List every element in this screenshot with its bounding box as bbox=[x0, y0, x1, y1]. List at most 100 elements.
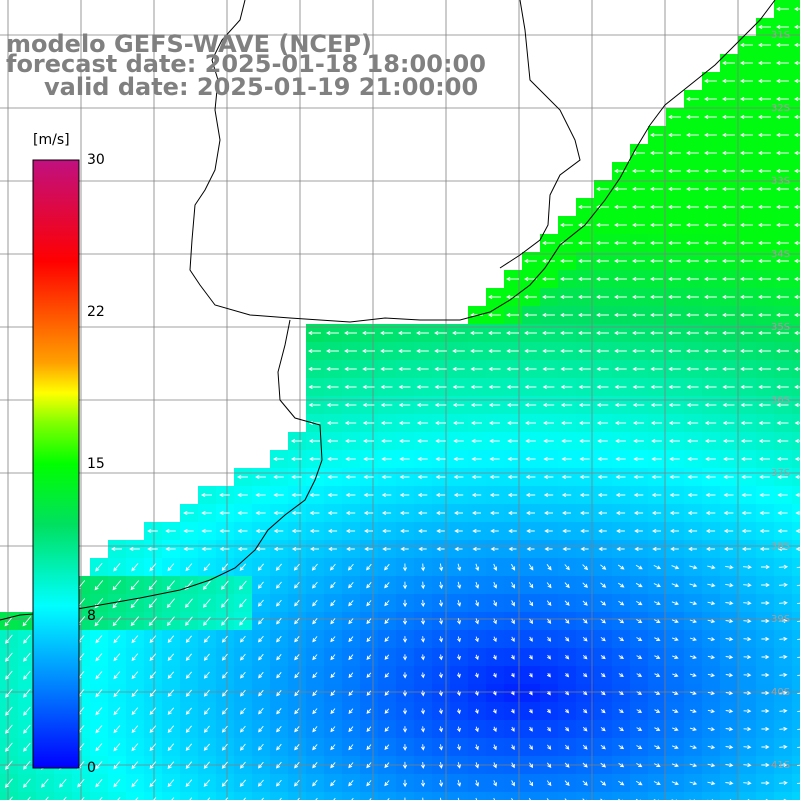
wind-vector-arrow bbox=[165, 528, 176, 534]
wind-vector-arrow bbox=[384, 690, 390, 696]
wind-vector-arrow bbox=[239, 689, 246, 697]
wind-vector-arrow bbox=[707, 583, 716, 588]
wind-vector-arrow bbox=[384, 582, 390, 589]
wind-vector-arrow bbox=[582, 744, 588, 750]
wind-vector-arrow bbox=[528, 726, 533, 732]
wind-vector-arrow bbox=[759, 546, 770, 552]
wind-vector-arrow bbox=[704, 384, 717, 390]
wind-vector-arrow bbox=[239, 761, 246, 769]
wind-vector-arrow bbox=[23, 688, 31, 698]
wind-vector-arrow bbox=[723, 456, 734, 462]
wind-vector-arrow bbox=[598, 528, 607, 534]
wind-vector-arrow bbox=[276, 690, 282, 697]
wind-speed-cell bbox=[306, 792, 324, 800]
wind-vector-arrow bbox=[488, 312, 501, 318]
wind-vector-arrow bbox=[776, 402, 789, 408]
wind-vector-arrow bbox=[5, 706, 13, 716]
wind-vector-arrow bbox=[704, 96, 717, 102]
wind-vector-arrow bbox=[672, 673, 679, 677]
wind-vector-arrow bbox=[722, 222, 735, 228]
wind-vector-arrow bbox=[687, 474, 698, 480]
wind-vector-arrow bbox=[525, 420, 536, 426]
wind-vector-arrow bbox=[600, 691, 606, 696]
wind-vector-arrow bbox=[257, 617, 264, 625]
wind-vector-arrow bbox=[650, 150, 663, 156]
wind-vector-arrow bbox=[452, 402, 465, 408]
wind-vector-arrow bbox=[743, 583, 752, 588]
wind-vector-arrow bbox=[794, 330, 800, 336]
wind-vector-arrow bbox=[564, 780, 570, 787]
wind-vector-arrow bbox=[759, 510, 770, 516]
wind-vector-arrow bbox=[687, 510, 698, 516]
wind-vector-arrow bbox=[492, 672, 497, 678]
wind-vector-arrow bbox=[797, 764, 800, 767]
wind-vector-arrow bbox=[740, 294, 753, 300]
wind-vector-arrow bbox=[366, 654, 372, 661]
wind-speed-cell bbox=[558, 792, 576, 800]
wind-vector-arrow bbox=[600, 655, 606, 660]
wind-vector-arrow bbox=[525, 492, 536, 498]
wind-vector-arrow bbox=[797, 674, 800, 677]
wind-vector-arrow bbox=[506, 276, 519, 282]
wind-vector-arrow bbox=[330, 672, 336, 679]
wind-vector-arrow bbox=[330, 581, 336, 589]
wind-vector-arrow bbox=[167, 743, 175, 752]
wind-vector-arrow bbox=[273, 492, 284, 498]
wind-vector-arrow bbox=[436, 546, 445, 552]
wind-vector-arrow bbox=[618, 709, 624, 714]
wind-vector-arrow bbox=[308, 330, 321, 336]
wind-vector-arrow bbox=[326, 366, 339, 372]
wind-vector-arrow bbox=[704, 438, 717, 444]
wind-vector-arrow bbox=[221, 761, 228, 769]
wind-vector-arrow bbox=[705, 474, 716, 480]
wind-vector-arrow bbox=[741, 528, 752, 534]
wind-vector-arrow bbox=[237, 474, 248, 480]
wind-vector-arrow bbox=[490, 546, 499, 552]
wind-vector-arrow bbox=[488, 384, 501, 390]
wind-vector-arrow bbox=[294, 654, 300, 661]
wind-vector-arrow bbox=[489, 438, 500, 444]
wind-vector-arrow bbox=[524, 258, 537, 264]
wind-vector-arrow bbox=[596, 258, 609, 264]
wind-vector-arrow bbox=[95, 562, 103, 572]
wind-vector-arrow bbox=[329, 563, 336, 571]
wind-speed-cell bbox=[576, 792, 594, 800]
wind-vector-arrow bbox=[723, 492, 734, 498]
wind-vector-arrow bbox=[797, 692, 800, 695]
wind-vector-arrow bbox=[255, 474, 266, 480]
wind-vector-arrow bbox=[651, 510, 662, 516]
wind-vector-arrow bbox=[582, 780, 588, 786]
wind-vector-arrow bbox=[326, 402, 339, 408]
wind-vector-arrow bbox=[743, 637, 752, 642]
wind-vector-arrow bbox=[740, 438, 753, 444]
wind-vector-arrow bbox=[686, 348, 699, 354]
wind-vector-arrow bbox=[579, 438, 590, 444]
wind-speed-cell bbox=[162, 792, 180, 800]
wind-vector-arrow bbox=[382, 528, 391, 534]
wind-vector-arrow bbox=[723, 474, 734, 480]
wind-vector-arrow bbox=[113, 707, 121, 716]
wind-vector-arrow bbox=[582, 726, 588, 732]
wind-vector-arrow bbox=[725, 583, 734, 588]
wind-vector-arrow bbox=[654, 745, 661, 749]
wind-vector-arrow bbox=[435, 456, 446, 462]
wind-vector-arrow bbox=[294, 708, 300, 715]
wind-vector-arrow bbox=[650, 294, 663, 300]
wind-vector-arrow bbox=[777, 510, 788, 516]
wind-vector-arrow bbox=[147, 528, 158, 534]
wind-vector-arrow bbox=[148, 580, 158, 591]
wind-vector-arrow bbox=[99, 796, 103, 800]
title-model: modelo GEFS-WAVE (NCEP) bbox=[6, 30, 372, 58]
wind-vector-arrow bbox=[131, 563, 139, 572]
wind-speed-cell bbox=[630, 792, 648, 800]
wind-vector-arrow bbox=[704, 276, 717, 282]
wind-speed-cell bbox=[720, 792, 738, 800]
wind-vector-arrow bbox=[201, 510, 212, 516]
wind-vector-arrow bbox=[686, 240, 699, 246]
wind-vector-arrow bbox=[600, 762, 607, 768]
wind-vector-arrow bbox=[654, 709, 661, 713]
wind-vector-arrow bbox=[725, 709, 734, 714]
wind-vector-arrow bbox=[275, 761, 282, 769]
wind-vector-arrow bbox=[471, 456, 482, 462]
